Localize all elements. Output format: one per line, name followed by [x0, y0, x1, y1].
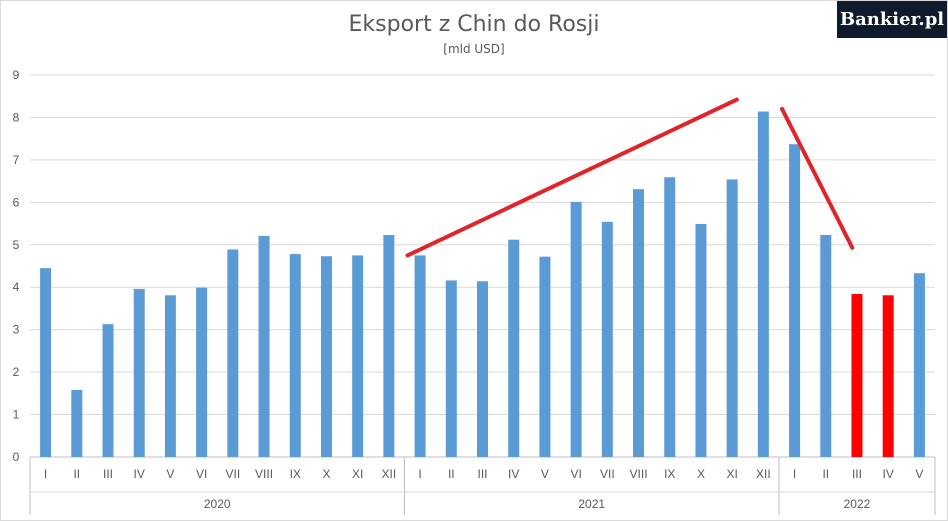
x-tick-label: VII: [226, 467, 241, 481]
x-tick-label: I: [44, 467, 47, 481]
year-label: 2020: [204, 497, 231, 511]
bar: [539, 256, 551, 457]
x-tick-label: VIII: [255, 467, 273, 481]
y-tick-label: 4: [13, 280, 20, 294]
y-tick-label: 2: [13, 365, 20, 379]
y-tick-label: 3: [13, 323, 20, 337]
bar: [508, 239, 520, 457]
bar: [320, 256, 332, 457]
x-tick-label: VI: [196, 467, 207, 481]
bar: [570, 201, 582, 457]
x-tick-label: IV: [508, 467, 519, 481]
bar: [726, 179, 738, 457]
bar: [477, 281, 488, 457]
x-tick-label: II: [73, 467, 80, 481]
x-tick-label: VI: [570, 467, 581, 481]
bar: [227, 249, 239, 457]
x-tick-label: IX: [290, 467, 301, 481]
x-tick-label: I: [418, 467, 421, 481]
bar: [40, 268, 52, 457]
x-tick-label: V: [166, 467, 174, 481]
x-tick-label: I: [793, 467, 796, 481]
x-tick-label: III: [852, 467, 862, 481]
trend-line: [780, 106, 855, 250]
bar: [102, 324, 114, 457]
bar: [383, 235, 395, 457]
trend-line: [405, 97, 739, 258]
bar: [414, 255, 426, 457]
x-tick-label: II: [822, 467, 829, 481]
x-tick-label: X: [697, 467, 705, 481]
bar: [820, 235, 832, 457]
x-tick-label: IV: [883, 467, 894, 481]
x-tick-label: XII: [756, 467, 771, 481]
x-tick-label: II: [448, 467, 455, 481]
y-tick-label: 8: [13, 110, 20, 124]
bar: [695, 223, 707, 457]
bar: [789, 144, 801, 457]
bar: [71, 389, 83, 457]
bankier-logo: Bankier.pl: [837, 1, 947, 38]
bar: [757, 111, 769, 457]
chart-title: Eksport z Chin do Rosji: [348, 12, 600, 37]
x-tick-label: XI: [726, 467, 737, 481]
x-tick-label: III: [477, 467, 487, 481]
bar: [133, 288, 145, 457]
bar: [664, 177, 676, 457]
y-tick-label: 7: [13, 153, 20, 167]
x-tick-label: VII: [600, 467, 615, 481]
y-tick-label: 1: [13, 408, 20, 422]
bar: [196, 287, 208, 457]
bar: [601, 221, 613, 457]
x-tick-label: IV: [134, 467, 145, 481]
x-tick-label: IX: [664, 467, 675, 481]
x-tick-label: X: [322, 467, 330, 481]
bar: [445, 280, 457, 457]
y-tick-label: 0: [13, 450, 20, 464]
bar: [258, 235, 270, 457]
y-tick-label: 6: [13, 195, 20, 209]
y-tick-label: 9: [13, 68, 20, 82]
chart-subtitle: [mld USD]: [443, 42, 505, 56]
bar: [633, 189, 645, 458]
bar: [851, 294, 863, 457]
x-tick-label: VIII: [630, 467, 648, 481]
year-label: 2021: [578, 497, 605, 511]
x-tick-label: XI: [352, 467, 363, 481]
y-tick-label: 5: [13, 238, 20, 252]
x-tick-label: V: [915, 467, 923, 481]
bar: [164, 295, 176, 457]
x-tick-label: XII: [382, 467, 397, 481]
bar: [913, 273, 925, 457]
year-label: 2022: [844, 497, 871, 511]
bar: [352, 255, 364, 457]
bar: [289, 254, 301, 457]
bar: [882, 295, 894, 457]
x-tick-label: III: [103, 467, 113, 481]
x-tick-label: V: [541, 467, 549, 481]
